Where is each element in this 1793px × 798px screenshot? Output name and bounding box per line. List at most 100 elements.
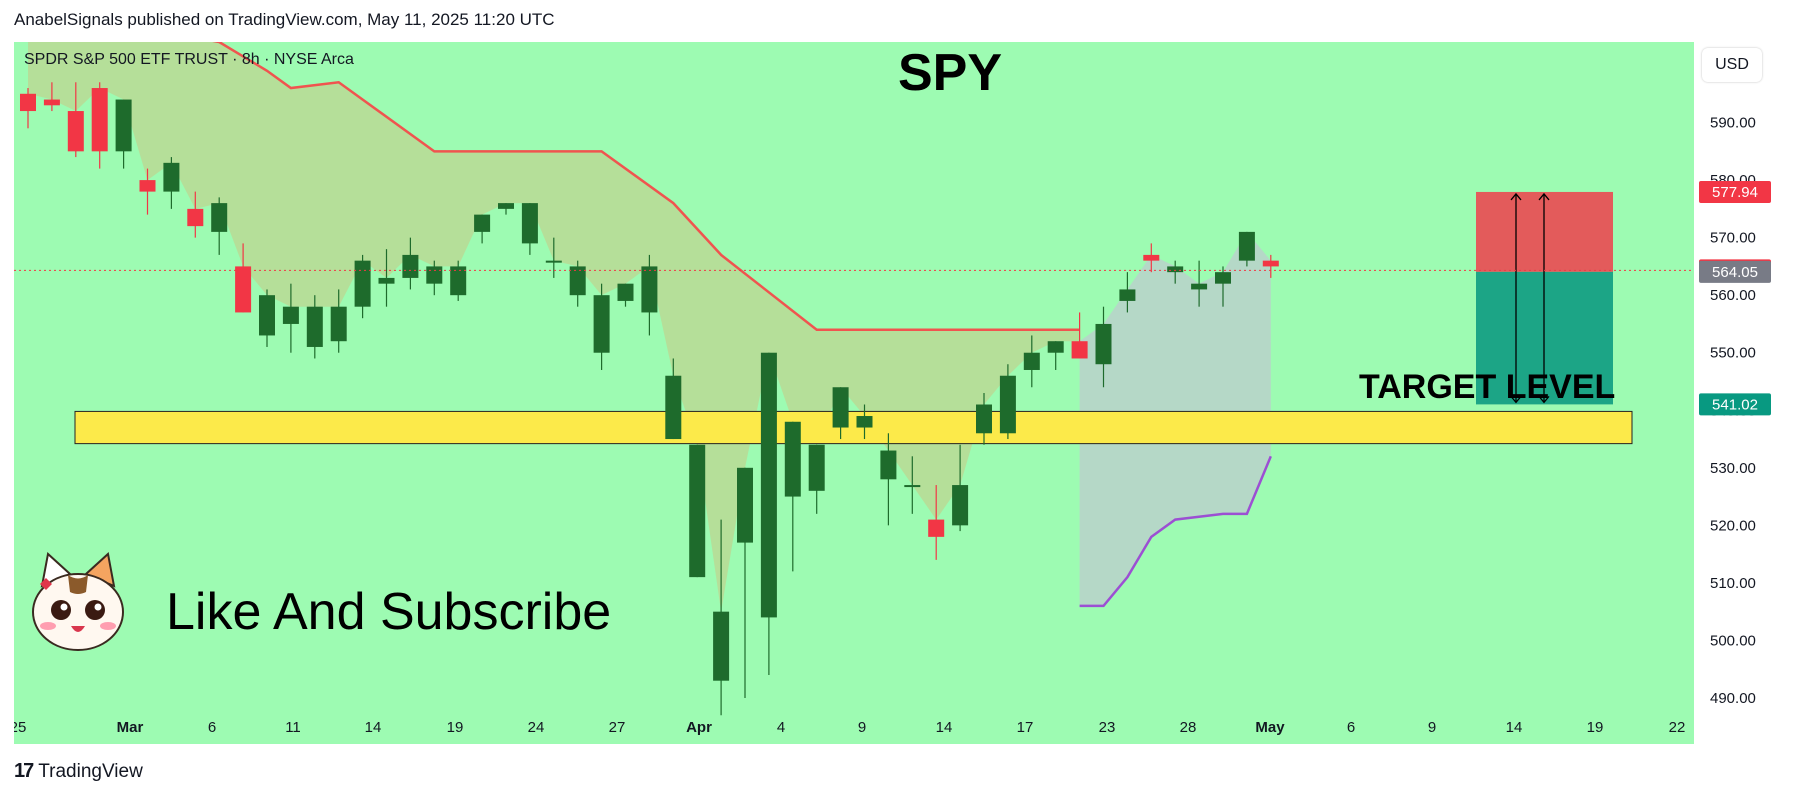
candle-body — [545, 260, 562, 263]
candle[interactable] — [67, 82, 84, 158]
price-badge-label: 541.02 — [1712, 396, 1758, 413]
candle-body — [187, 208, 204, 227]
candle-body — [474, 214, 491, 232]
candle-body — [641, 266, 658, 313]
candle[interactable] — [211, 197, 228, 255]
price-tick-label: 560.00 — [1710, 287, 1756, 304]
candle[interactable] — [952, 444, 969, 532]
instrument-label: SPDR S&P 500 ETF TRUST · 8h · NYSE Arca — [24, 51, 354, 68]
candle[interactable] — [928, 485, 945, 560]
time-tick-label: 14 — [365, 719, 382, 736]
candle[interactable] — [976, 393, 992, 445]
candle[interactable] — [856, 404, 873, 440]
time-tick-label: 6 — [208, 719, 216, 736]
candle[interactable] — [1238, 231, 1255, 267]
candle[interactable] — [1167, 260, 1184, 284]
candle[interactable] — [235, 243, 252, 313]
candle[interactable] — [259, 289, 275, 347]
candle[interactable] — [1047, 341, 1064, 370]
candle[interactable] — [1095, 306, 1112, 388]
candle[interactable] — [545, 237, 562, 278]
candle[interactable] — [904, 456, 921, 514]
candle[interactable] — [187, 191, 204, 238]
price-badge: 541.02 — [1699, 393, 1771, 416]
candle[interactable] — [43, 82, 60, 112]
candle[interactable] — [378, 249, 395, 307]
time-tick-label: 17 — [1017, 719, 1034, 736]
time-tick-label: 14 — [936, 719, 953, 736]
candle[interactable] — [1071, 312, 1088, 359]
candle[interactable] — [1119, 272, 1136, 313]
candle[interactable] — [784, 421, 801, 572]
candle[interactable] — [593, 283, 610, 370]
time-tick-label: 27 — [609, 719, 626, 736]
chart-panel[interactable]: 590.00580.00570.00560.00550.00540.00530.… — [14, 42, 1780, 744]
candle-body — [91, 88, 108, 152]
time-tick-label: Apr — [686, 719, 712, 736]
candle[interactable] — [737, 467, 753, 698]
candle[interactable] — [1191, 260, 1208, 307]
candle-body — [593, 295, 610, 353]
candle[interactable] — [713, 519, 730, 716]
time-tick-label: 24 — [528, 719, 545, 736]
candle[interactable] — [689, 444, 706, 578]
price-tick-label: 570.00 — [1710, 230, 1756, 247]
candle[interactable] — [808, 444, 825, 514]
candle[interactable] — [1143, 243, 1160, 273]
candle[interactable] — [1023, 335, 1040, 388]
time-tick-label: 9 — [858, 719, 866, 736]
candle[interactable] — [665, 358, 682, 440]
candle-body — [282, 306, 299, 324]
candle-body — [354, 260, 371, 307]
candle[interactable] — [641, 254, 658, 336]
candle[interactable] — [474, 214, 491, 244]
time-tick-label: Mar — [117, 719, 144, 736]
price-tick-label: 550.00 — [1710, 345, 1756, 362]
candle[interactable] — [760, 352, 777, 675]
candle[interactable] — [1262, 254, 1279, 278]
arrow-down-icon — [1510, 395, 1522, 404]
price-axis-background — [1694, 42, 1780, 744]
price-tick-label: 490.00 — [1710, 690, 1756, 707]
candle-body — [665, 375, 682, 440]
price-tick-label: 520.00 — [1710, 517, 1756, 534]
candle[interactable] — [354, 254, 371, 319]
candle[interactable] — [450, 260, 467, 301]
candle-body — [1095, 323, 1112, 365]
candle[interactable] — [999, 364, 1016, 440]
candle[interactable] — [306, 295, 323, 359]
candle-body — [450, 266, 467, 296]
candle-body — [904, 485, 921, 488]
candle[interactable] — [521, 203, 538, 255]
support-zone[interactable] — [74, 410, 1633, 445]
candle[interactable] — [1215, 266, 1231, 307]
candle[interactable] — [498, 203, 514, 215]
candle-body — [139, 180, 156, 192]
candle[interactable] — [282, 283, 299, 353]
candle[interactable] — [20, 88, 36, 129]
candle[interactable] — [880, 433, 897, 526]
candle-body — [402, 254, 419, 278]
candle[interactable] — [832, 387, 849, 440]
candlestick-chart[interactable]: 590.00580.00570.00560.00550.00540.00530.… — [14, 42, 1780, 744]
candle-body — [760, 352, 777, 618]
candle[interactable] — [163, 157, 180, 209]
candle[interactable] — [569, 260, 586, 307]
candle[interactable] — [617, 283, 634, 307]
candle[interactable] — [402, 237, 419, 290]
candle[interactable] — [91, 82, 108, 169]
candle[interactable] — [139, 168, 156, 215]
candle[interactable] — [330, 289, 347, 353]
currency-button[interactable]: USD — [1702, 48, 1762, 82]
candle-body — [832, 387, 849, 428]
price-badge-label: 577.94 — [1712, 184, 1758, 201]
candle-body — [115, 99, 132, 152]
candle-body — [20, 93, 36, 112]
price-badge-label: 564.05 — [1712, 264, 1758, 281]
candle-body — [1191, 283, 1208, 290]
candle[interactable] — [115, 99, 132, 169]
tradingview-brand[interactable]: TradingView — [38, 760, 143, 782]
tradingview-logo-icon[interactable]: 17 — [14, 760, 34, 782]
time-tick-label: 14 — [1506, 719, 1523, 736]
candle-body — [43, 99, 60, 106]
